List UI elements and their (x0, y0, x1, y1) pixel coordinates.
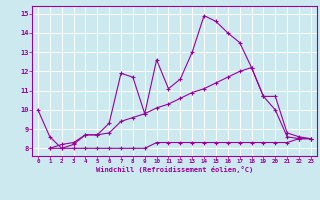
X-axis label: Windchill (Refroidissement éolien,°C): Windchill (Refroidissement éolien,°C) (96, 166, 253, 173)
